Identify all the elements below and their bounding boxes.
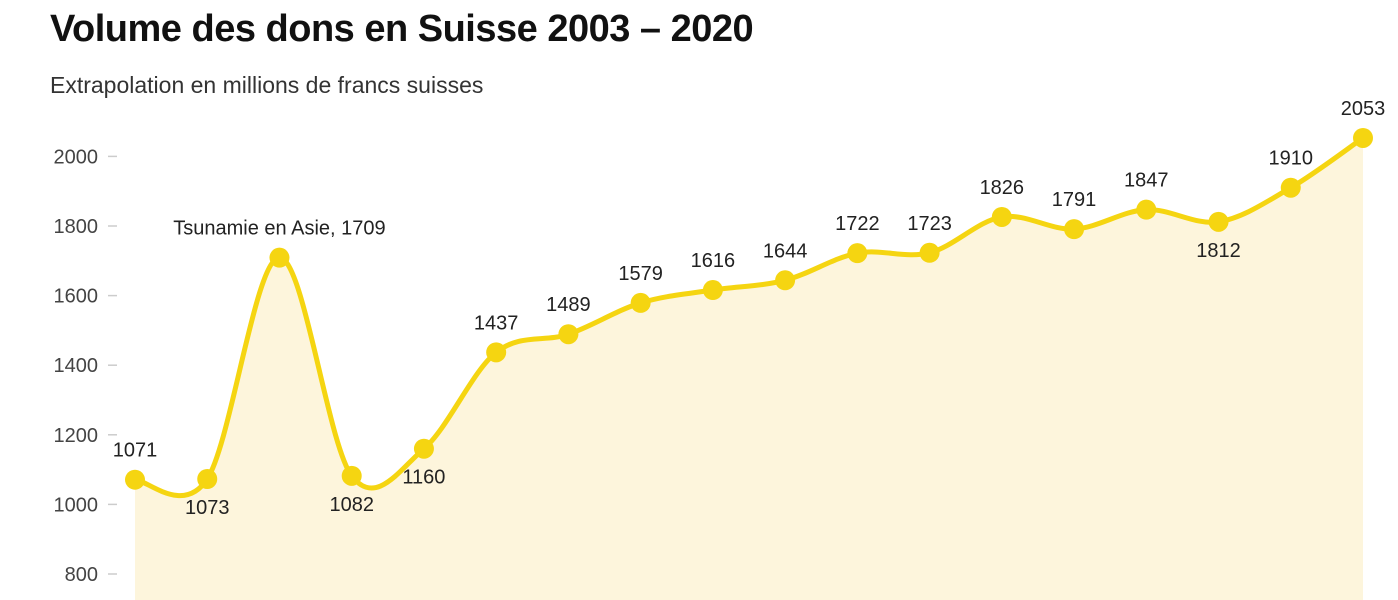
data-point-2010 — [630, 292, 651, 313]
data-label-2020: 2053 — [1341, 98, 1386, 120]
data-point-2019 — [1280, 177, 1301, 198]
data-label-2007: 1160 — [402, 467, 445, 489]
data-point-2013 — [847, 243, 868, 264]
y-tick-label: 1200 — [54, 425, 99, 447]
data-label-2006: 1082 — [329, 494, 374, 516]
chart-subtitle: Extrapolation en millions de francs suis… — [50, 72, 484, 98]
y-tick-label: 800 — [65, 564, 98, 586]
data-point-2012 — [775, 270, 796, 291]
data-label-2013: 1722 — [835, 213, 880, 235]
area-fill — [135, 137, 1363, 600]
y-tick-label: 1800 — [54, 216, 99, 238]
data-label-2011: 1616 — [691, 250, 736, 272]
data-label-2012: 1644 — [763, 240, 808, 262]
data-label-2009: 1489 — [546, 294, 591, 316]
data-point-2017 — [1136, 199, 1157, 220]
y-tick-label: 1400 — [54, 355, 99, 377]
data-label-2005: Tsunamie en Asie, 1709 — [173, 218, 385, 240]
data-point-2009 — [558, 324, 579, 345]
data-label-2019: 1910 — [1269, 148, 1314, 170]
data-labels: 1071 1073 Tsunamie en Asie, 1709 1082 1160 14… — [113, 98, 1386, 519]
y-axis: 800 1000 1200 1400 1600 1800 2000 — [54, 146, 117, 586]
data-label-2004: 1073 — [185, 497, 230, 519]
data-point-2006 — [341, 465, 362, 486]
y-tick-label: 1600 — [54, 286, 99, 308]
data-point-2008 — [486, 342, 507, 363]
data-point-2005 — [269, 247, 290, 268]
data-point-2007 — [413, 438, 434, 459]
data-point-2004 — [197, 468, 218, 489]
data-point-2011 — [702, 280, 723, 301]
data-point-2003 — [125, 469, 145, 490]
data-label-2016: 1791 — [1052, 189, 1097, 211]
data-point-2014 — [919, 242, 940, 263]
y-tick-label: 2000 — [54, 146, 99, 168]
data-point-2020 — [1353, 127, 1373, 148]
data-markers — [125, 127, 1373, 490]
y-tick-label: 1000 — [54, 494, 99, 516]
data-point-2018 — [1208, 211, 1229, 232]
data-label-2014: 1723 — [907, 213, 952, 235]
chart-title: Volume des dons en Suisse 2003 – 2020 — [50, 8, 754, 50]
data-label-2008: 1437 — [474, 312, 519, 334]
data-label-2018: 1812 — [1196, 240, 1241, 262]
data-label-2017: 1847 — [1124, 170, 1169, 192]
data-label-2010: 1579 — [618, 263, 663, 285]
data-point-2015 — [991, 206, 1012, 227]
data-label-2015: 1826 — [980, 177, 1025, 199]
data-point-2016 — [1064, 219, 1085, 240]
data-label-2003: 1071 — [113, 440, 158, 462]
